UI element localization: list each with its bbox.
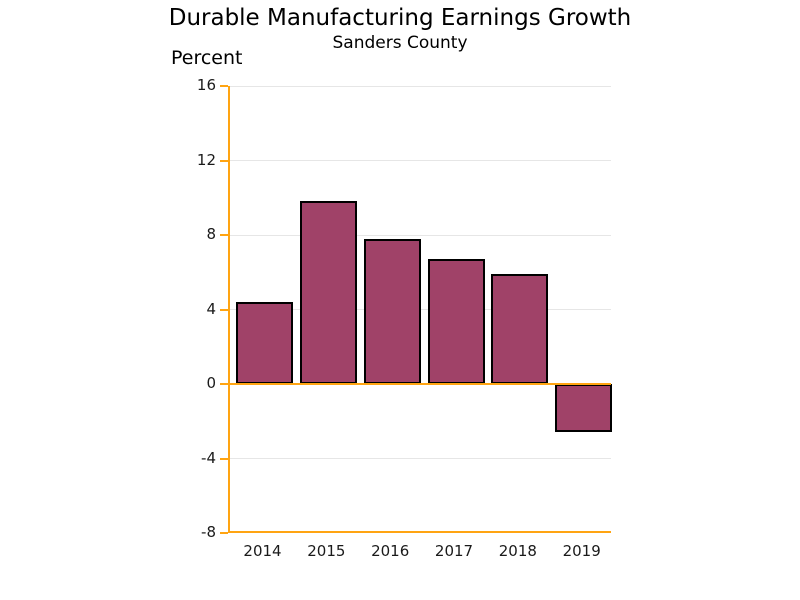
y-tick-label: -4	[201, 448, 216, 467]
bar-2014	[236, 302, 293, 384]
zero-line	[230, 383, 611, 385]
bar-2017	[427, 259, 485, 384]
y-tick-label: 0	[206, 374, 216, 392]
y-tick-label: -8	[201, 523, 216, 541]
y-tick-label: 4	[206, 299, 216, 318]
gridline	[230, 160, 611, 161]
bar-2016	[363, 238, 421, 384]
gridline	[230, 234, 611, 236]
plot-area	[228, 85, 613, 533]
y-tick	[220, 159, 228, 162]
x-axis-label: 2019	[562, 542, 601, 560]
y-tick	[220, 532, 228, 534]
y-tick	[220, 234, 228, 236]
chart-title: Durable Manufacturing Earnings Growth	[168, 5, 632, 31]
y-tick	[220, 383, 228, 385]
y-tick	[220, 85, 228, 87]
chart-subtitle: Sanders County	[332, 33, 468, 53]
bar-2015	[299, 201, 357, 384]
x-axis-label: 2017	[434, 542, 474, 560]
x-axis-label: 2015	[307, 542, 346, 560]
x-axis-label: 2016	[371, 542, 410, 560]
x-axis-label: 2018	[498, 542, 537, 560]
y-tick-label: 8	[206, 225, 216, 243]
gridline	[230, 85, 611, 87]
gridline	[230, 458, 611, 459]
y-tick	[220, 457, 228, 460]
y-tick-label: 12	[196, 150, 216, 169]
bar-2018	[491, 274, 549, 384]
y-axis-title: Percent	[171, 47, 243, 69]
y-tick-label: 16	[196, 76, 216, 94]
y-tick	[220, 308, 228, 311]
x-axis-label: 2014	[243, 542, 282, 560]
bar-2019	[555, 384, 613, 433]
